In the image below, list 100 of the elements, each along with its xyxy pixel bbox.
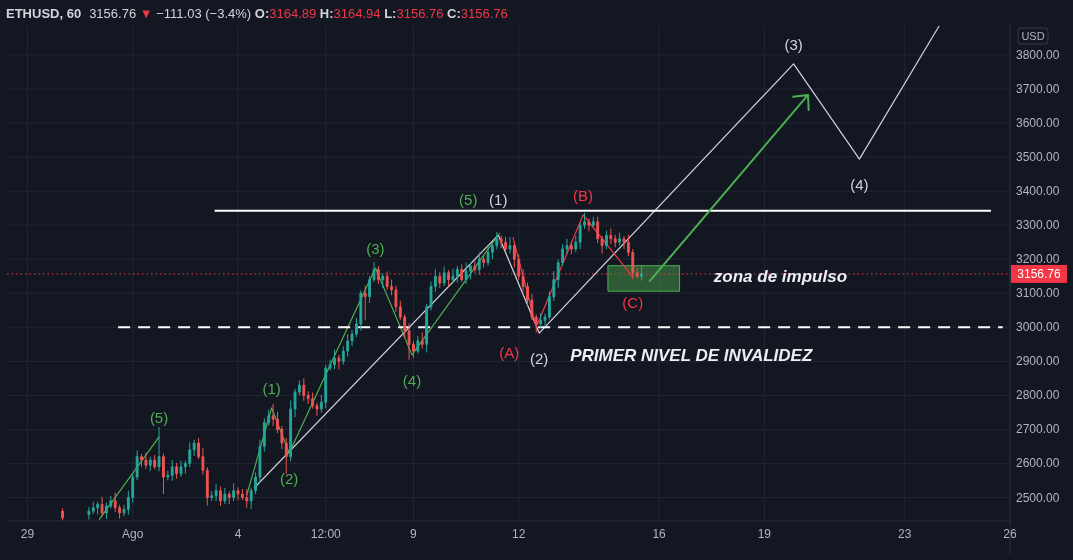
annotation: (4) (850, 175, 869, 193)
annotation: (1) (262, 379, 281, 397)
candlestick (499, 234, 503, 249)
y-tick-label: 3000.00 (1016, 320, 1060, 335)
y-tick-label: 2900.00 (1016, 354, 1060, 369)
annotation: (4) (402, 371, 422, 389)
candlestick (600, 235, 604, 255)
candlestick (166, 470, 170, 481)
annotation: (3) (784, 35, 803, 53)
candlestick (574, 235, 578, 253)
candlestick (87, 506, 91, 521)
x-tick-label: 12:00 (310, 527, 342, 541)
candlestick (162, 453, 165, 495)
annotation: PRIMER NIVEL DE INVALIDEZ (570, 345, 813, 365)
candlestick (460, 263, 464, 283)
x-tick-label: 23 (898, 527, 912, 541)
candlestick (613, 234, 617, 248)
candlestick (302, 377, 306, 402)
candlestick (609, 228, 613, 245)
candlestick (504, 236, 507, 252)
candlestick (232, 482, 236, 502)
candlestick (455, 265, 459, 283)
annotation: (C) (622, 293, 644, 311)
candlestick (464, 262, 468, 285)
candlestick (416, 335, 420, 355)
candlestick (140, 453, 143, 468)
candlestick (438, 271, 442, 289)
y-tick-label: 3700.00 (1016, 82, 1060, 96)
x-tick-label: 29 (20, 527, 35, 541)
candlestick (100, 496, 104, 518)
y-tick-label: 3400.00 (1016, 184, 1060, 199)
candlestick (420, 331, 424, 350)
candlestick (179, 460, 183, 478)
candlestick (618, 232, 622, 246)
candlestick (539, 312, 543, 329)
y-tick-label: 2600.00 (1016, 456, 1060, 471)
candlestick (482, 254, 486, 269)
annotation: (A) (499, 343, 520, 361)
candlestick (210, 490, 214, 502)
candlestick (385, 270, 389, 291)
candlestick (205, 466, 209, 507)
candlestick (605, 230, 608, 250)
candlestick (407, 322, 411, 361)
annotation: (2) (280, 469, 299, 487)
annotation: zona de impulso (712, 266, 848, 286)
candlestick (591, 216, 595, 229)
annotation: (2) (530, 349, 549, 367)
chart-title: ETHUSD, 60 (6, 5, 82, 21)
x-tick-label: 4 (234, 527, 242, 541)
candlestick (442, 266, 446, 287)
candlestick (148, 456, 152, 472)
x-tick-label: 16 (652, 527, 667, 541)
candlestick (284, 437, 288, 475)
annotation: (B) (573, 186, 594, 204)
candlestick (363, 285, 367, 321)
candlestick (192, 439, 196, 457)
x-tick-label: 9 (410, 527, 418, 541)
candlestick (569, 241, 573, 255)
candlestick (236, 486, 240, 501)
candlestick (135, 450, 139, 481)
candlestick (144, 452, 148, 470)
candlestick (477, 251, 481, 276)
candlestick (175, 462, 179, 480)
candlestick (451, 268, 455, 284)
y-tick-label: 2800.00 (1016, 388, 1060, 403)
x-tick-label: Ago (122, 527, 144, 541)
annotation: (5) (459, 190, 478, 208)
candlestick (473, 260, 477, 274)
candlestick (337, 354, 341, 371)
candlestick (508, 236, 512, 254)
y-tick-label: 3500.00 (1016, 150, 1060, 165)
candlestick (96, 501, 100, 516)
candlestick (245, 488, 249, 509)
candlestick (214, 483, 218, 502)
candlestick (486, 245, 490, 267)
candlestick (381, 272, 385, 289)
candlestick (333, 348, 336, 370)
y-tick-label: 3100.00 (1016, 286, 1060, 301)
ref-line-label: 3156.76 (1017, 266, 1062, 281)
x-tick-label: 26 (1003, 527, 1017, 541)
annotation: (5) (149, 408, 169, 426)
candlestick (170, 459, 174, 482)
candlestick (91, 501, 95, 515)
candlestick (153, 454, 157, 470)
candlestick (447, 269, 450, 287)
text: 3156.76 ▼ −111.03 (−3.4%) O:3164.89 H:3164.94 L:3156.76 C:3156.76 (89, 5, 508, 21)
candlestick (635, 267, 639, 280)
y-tick-label: 3300.00 (1016, 218, 1060, 233)
y-tick-label: 3200.00 (1016, 252, 1060, 267)
y-tick-label: 3800.00 (1016, 47, 1060, 62)
x-tick-label: 19 (757, 527, 772, 541)
y-tick-label: 2700.00 (1016, 422, 1060, 437)
candlestick (534, 313, 538, 333)
y-axis-title: USD (1021, 30, 1045, 42)
candlestick (596, 216, 600, 244)
candlestick (469, 262, 472, 280)
y-tick-label: 3600.00 (1016, 116, 1060, 131)
y-tick-label: 2500.00 (1016, 490, 1060, 505)
candlestick (227, 490, 231, 505)
candlestick (376, 265, 380, 285)
